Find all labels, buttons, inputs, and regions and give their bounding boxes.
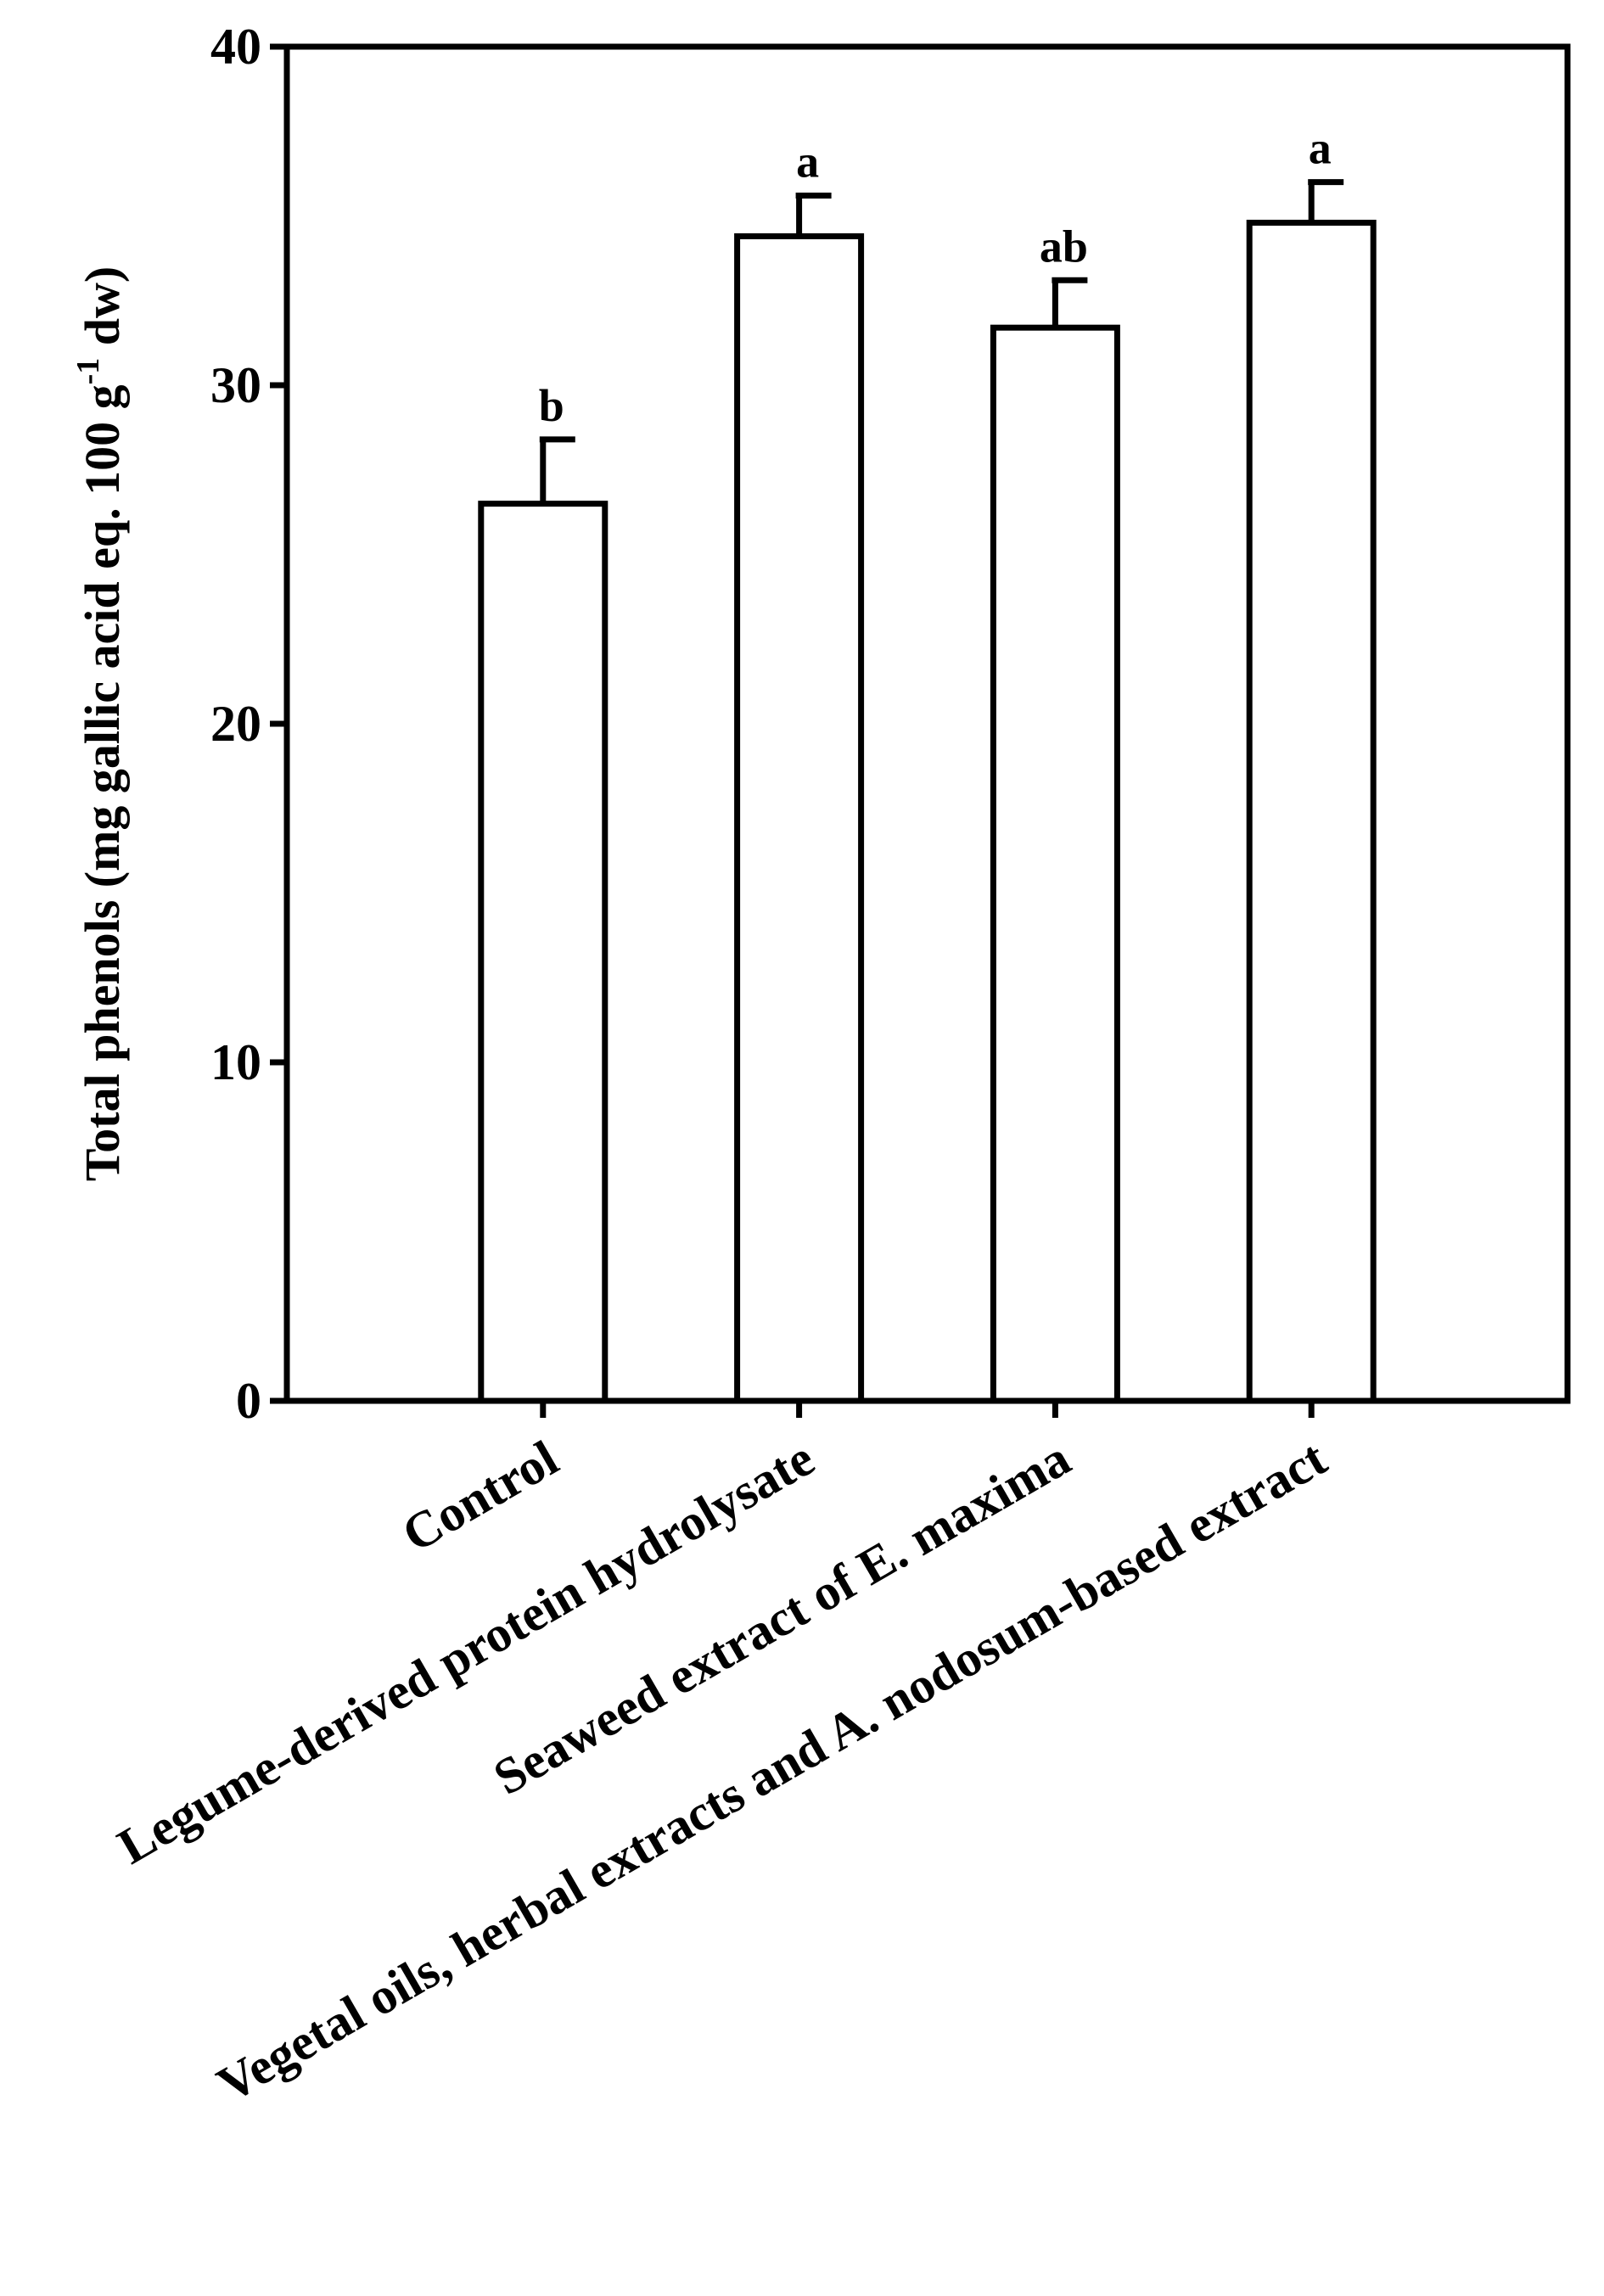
y-label-text: dw) [75,266,130,358]
y-tick-label: 10 [210,1034,261,1090]
bar [478,501,609,1404]
significance-letter: b [539,380,564,431]
y-tick-label: 30 [210,357,261,413]
y-tick-label: 20 [210,696,261,752]
significance-letter: ab [1040,221,1088,272]
y-tick-label: 40 [210,19,261,75]
y-axis-label: Total phenols (mg gallic acid eq. 100 g-… [70,266,130,1181]
bar [990,324,1120,1404]
y-label-text: Total phenols (mg gallic acid eq. 100 g [75,384,130,1181]
x-tick-label: Control [393,1430,567,1563]
plot-frame [283,43,1571,1404]
bar [734,232,865,1404]
x-tick-label: Vegetal oils, herbal extracts and A. nod… [208,1430,1336,2113]
y-tick-label: 0 [236,1373,261,1429]
significance-letter: a [796,137,819,188]
bar [1246,219,1377,1404]
y-label-superscript: -1 [70,358,106,385]
significance-letter: a [1309,123,1332,174]
